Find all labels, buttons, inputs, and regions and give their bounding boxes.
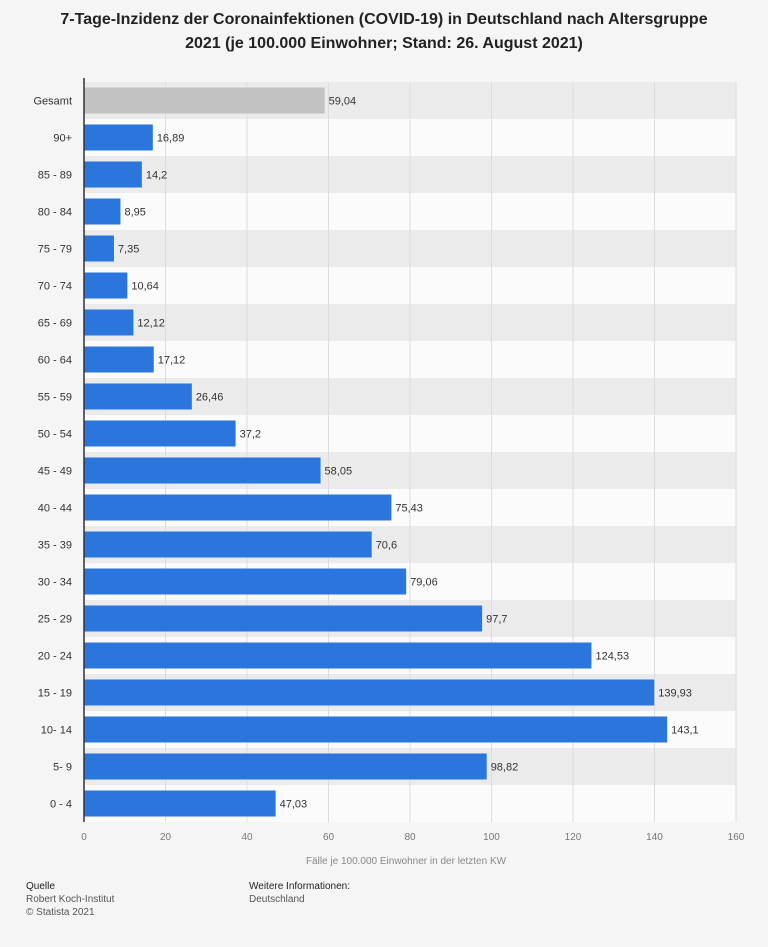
chart-title-line-1: 7-Tage-Inzidenz der Coronainfektionen (C… xyxy=(60,11,708,28)
x-tick-label: 160 xyxy=(728,832,745,843)
value-label: 98,82 xyxy=(491,762,519,774)
bar[interactable] xyxy=(84,605,483,632)
source-line-2: © Statista 2021 xyxy=(26,907,95,918)
category-label: 80 - 84 xyxy=(38,207,72,219)
bar[interactable] xyxy=(84,568,407,595)
chart-title: 7-Tage-Inzidenz der Coronainfektionen (C… xyxy=(0,8,768,56)
x-tick-label: 80 xyxy=(404,832,416,843)
bar[interactable] xyxy=(84,494,392,521)
bar-chart: 59,04 16,89 14,2 8,95 7,35 10,64 12,12 17,12 26,… xyxy=(33,78,745,867)
value-label: 59,04 xyxy=(329,96,357,108)
x-tick-label: 140 xyxy=(646,832,663,843)
info-block: Weitere Informationen: Deutschland xyxy=(249,880,350,906)
bar[interactable] xyxy=(84,198,121,225)
x-tick-label: 0 xyxy=(81,832,87,843)
value-label: 8,95 xyxy=(124,207,145,219)
category-label: 50 - 54 xyxy=(38,429,72,441)
value-label: 143,1 xyxy=(671,725,699,737)
bar[interactable] xyxy=(84,383,192,410)
category-label: 40 - 44 xyxy=(38,503,72,515)
value-label: 70,6 xyxy=(376,540,397,552)
source-line-1: Robert Koch-Institut xyxy=(26,894,115,905)
category-label: 85 - 89 xyxy=(38,170,72,182)
value-label: 37,2 xyxy=(240,429,261,441)
bar[interactable] xyxy=(84,420,236,447)
category-label: 75 - 79 xyxy=(38,244,72,256)
value-label: 97,7 xyxy=(486,614,507,626)
chart-title-line-2: 2021 (je 100.000 Einwohner; Stand: 26. A… xyxy=(185,35,583,52)
category-label: 90+ xyxy=(53,133,72,145)
value-label: 17,12 xyxy=(158,355,186,367)
bar[interactable] xyxy=(84,457,321,484)
category-label: 0 - 4 xyxy=(50,799,72,811)
value-label: 58,05 xyxy=(325,466,353,478)
value-label: 124,53 xyxy=(595,651,629,663)
value-label: 26,46 xyxy=(196,392,224,404)
category-label: 35 - 39 xyxy=(38,540,72,552)
bar[interactable] xyxy=(84,124,153,151)
bar[interactable] xyxy=(84,716,668,743)
info-title: Weitere Informationen: xyxy=(249,881,350,892)
bar[interactable] xyxy=(84,235,114,262)
category-labels: Gesamt 90+ 85 - 89 80 - 84 75 - 79 70 - 74 65 … xyxy=(33,96,72,811)
bar[interactable] xyxy=(84,790,276,817)
bar[interactable] xyxy=(84,753,487,780)
category-label: 15 - 19 xyxy=(38,688,72,700)
category-label: 60 - 64 xyxy=(38,355,72,367)
bar[interactable] xyxy=(84,161,142,188)
x-tick-label: 40 xyxy=(241,832,253,843)
category-label: 10- 14 xyxy=(41,725,72,737)
bar[interactable] xyxy=(84,346,154,373)
x-tick-label: 60 xyxy=(323,832,335,843)
category-label: 5- 9 xyxy=(53,762,72,774)
category-label: 45 - 49 xyxy=(38,466,72,478)
source-block: Quelle Robert Koch-Institut © Statista 2… xyxy=(26,880,114,919)
x-tick-label: 20 xyxy=(160,832,172,843)
category-label: 65 - 69 xyxy=(38,318,72,330)
bar[interactable] xyxy=(84,642,592,669)
category-label: 20 - 24 xyxy=(38,651,72,663)
category-label: Gesamt xyxy=(33,96,72,108)
bars xyxy=(84,87,668,817)
value-label: 47,03 xyxy=(280,799,308,811)
bar[interactable] xyxy=(84,272,128,299)
category-label: 55 - 59 xyxy=(38,392,72,404)
value-label: 139,93 xyxy=(658,688,692,700)
value-labels: 59,04 16,89 14,2 8,95 7,35 10,64 12,12 17,12 26,… xyxy=(118,96,699,811)
value-label: 10,64 xyxy=(131,281,159,293)
x-tick-label: 100 xyxy=(483,832,500,843)
value-label: 14,2 xyxy=(146,170,167,182)
value-label: 7,35 xyxy=(118,244,139,256)
category-label: 25 - 29 xyxy=(38,614,72,626)
value-label: 75,43 xyxy=(395,503,423,515)
value-label: 79,06 xyxy=(410,577,438,589)
x-tick-label: 120 xyxy=(565,832,582,843)
value-label: 12,12 xyxy=(137,318,165,330)
value-label: 16,89 xyxy=(157,133,185,145)
bar[interactable] xyxy=(84,87,325,114)
source-title: Quelle xyxy=(26,881,55,892)
bar[interactable] xyxy=(84,309,134,336)
category-label: 30 - 34 xyxy=(38,577,72,589)
info-line-1: Deutschland xyxy=(249,894,305,905)
bar[interactable] xyxy=(84,531,372,558)
category-label: 70 - 74 xyxy=(38,281,72,293)
x-tick-labels: 0 20 40 60 80 100 120 140 160 xyxy=(81,832,745,843)
bar[interactable] xyxy=(84,679,655,706)
x-axis-label: Fälle je 100.000 Einwohner in der letzte… xyxy=(306,856,507,867)
